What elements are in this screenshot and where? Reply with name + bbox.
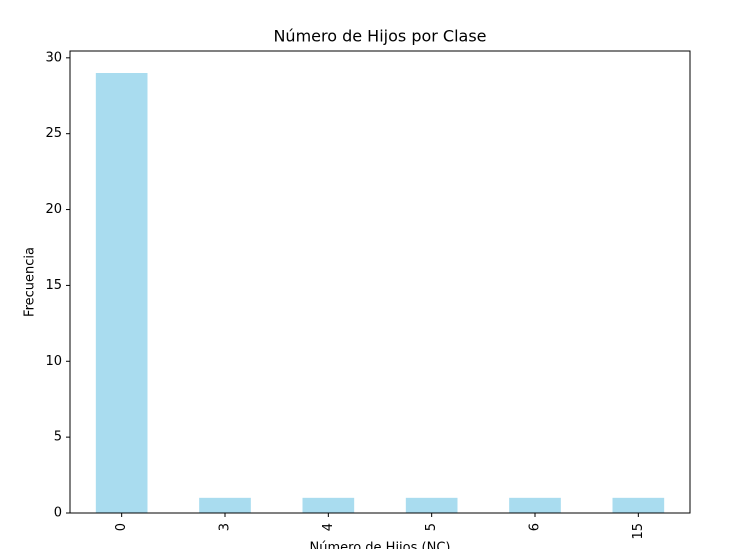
x-tick-label: 3 [218, 523, 233, 531]
plot-frame [69, 50, 691, 514]
x-tick-label: 5 [424, 523, 439, 531]
y-tick-label: 25 [45, 126, 62, 141]
y-tick-label: 10 [45, 354, 62, 369]
y-tick-label: 5 [54, 430, 62, 445]
bar [405, 497, 458, 513]
y-tick-label: 0 [54, 506, 62, 521]
y-tick-label: 20 [45, 202, 62, 217]
bar [612, 497, 665, 513]
bar [302, 497, 355, 513]
y-axis-label: Frecuencia [23, 247, 38, 317]
bar [509, 497, 561, 513]
y-tick-label: 30 [45, 50, 62, 65]
x-axis-label: Número de Hijos (NC) [310, 541, 451, 549]
x-tick-label: 0 [114, 523, 129, 531]
x-tick-label: 15 [631, 523, 646, 540]
chart-title: Número de Hijos por Clase [273, 27, 486, 46]
bar [95, 73, 148, 513]
bar [199, 497, 251, 513]
x-tick-label: 4 [321, 523, 336, 531]
x-tick-label: 6 [528, 523, 543, 531]
y-tick-label: 15 [45, 278, 62, 293]
